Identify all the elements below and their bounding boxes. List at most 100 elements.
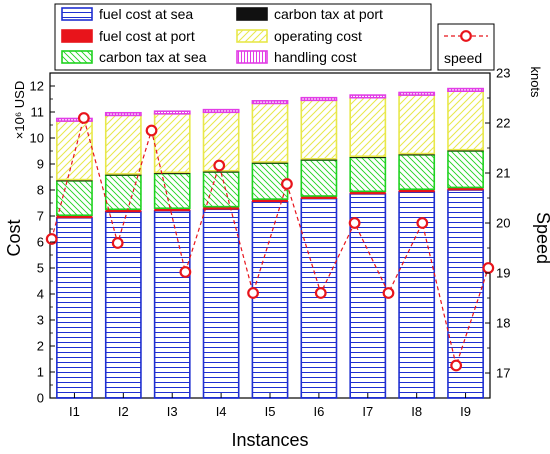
bar-operating-cost-i5 <box>251 102 289 163</box>
bar-carbon-tax-at-sea-i4 <box>202 171 240 208</box>
x-tick-label-i3: I3 <box>167 404 178 419</box>
x-tick-label-i2: I2 <box>118 404 129 419</box>
y-tick-label: 2 <box>37 339 44 354</box>
legend-label-fuel-cost-at-port: fuel cost at port <box>99 28 195 44</box>
y-axis-title: Cost <box>4 219 24 256</box>
bar-fuel-cost-at-sea-i1 <box>56 217 93 399</box>
bar-operating-cost-i7 <box>349 96 387 157</box>
legend: fuel cost at sea carbon tax at port fuel c… <box>54 3 432 71</box>
speed-point-14 <box>482 262 495 274</box>
speed-point-8 <box>281 178 293 190</box>
speed-point-9 <box>314 287 327 299</box>
bar-operating-cost-i8 <box>398 94 436 155</box>
right-axis-ticks: 17 18 19 20 21 22 23 <box>485 66 510 399</box>
bar-carbon-tax-at-sea-i6 <box>300 159 338 197</box>
bar-carbon-tax-at-sea-i2 <box>104 174 142 211</box>
x-axis-title: Instances <box>231 430 308 450</box>
legend-label-carbon-tax-at-sea: carbon tax at sea <box>99 49 207 65</box>
y2-tick-label: 19 <box>496 266 510 281</box>
y-tick-label: 10 <box>30 131 44 146</box>
y2-tick-label: 18 <box>496 316 510 331</box>
bar-carbon-tax-at-sea-i9 <box>447 150 484 189</box>
y2-tick-label: 17 <box>496 366 510 381</box>
speed-legend-marker <box>460 30 472 42</box>
bar-fuel-cost-at-sea-i5 <box>251 200 289 399</box>
y2-axis-unit: knots <box>528 66 543 98</box>
bar-handling-cost-i7 <box>349 94 387 99</box>
speed-point-3 <box>111 237 124 249</box>
speed-line-path <box>51 115 489 368</box>
y-tick-label: 0 <box>37 391 44 406</box>
bar-operating-cost-i2 <box>104 114 142 175</box>
bar-stacks <box>56 87 484 399</box>
legend-swatch-fuel-cost-at-port <box>61 29 93 43</box>
x-tick-label-i4: I4 <box>216 404 227 419</box>
speed-line-series <box>45 112 495 372</box>
x-tick-label-i8: I8 <box>411 404 422 419</box>
speed-point-10 <box>348 217 361 229</box>
bar-fuel-cost-at-sea-i3 <box>153 210 191 399</box>
speed-point-1 <box>45 233 58 245</box>
x-tick-label-i7: I7 <box>362 404 373 419</box>
y-tick-label: 6 <box>37 235 44 250</box>
bar-fuel-cost-at-sea-i4 <box>202 208 240 399</box>
y2-tick-label: 23 <box>496 66 510 81</box>
legend-label-carbon-tax-at-port: carbon tax at port <box>274 6 383 22</box>
legend-label-fuel-cost-at-sea: fuel cost at sea <box>99 6 193 22</box>
y2-tick-label: 21 <box>496 166 510 181</box>
y-tick-label: 5 <box>37 261 44 276</box>
bar-operating-cost-i9 <box>447 90 484 151</box>
speed-point-6 <box>213 159 226 172</box>
y2-axis-title: Speed <box>533 212 550 264</box>
bar-handling-cost-i9 <box>447 87 484 92</box>
bar-fuel-cost-at-sea-i2 <box>104 211 142 399</box>
legend-swatch-fuel-cost-at-sea <box>61 7 93 21</box>
y-tick-label: 8 <box>37 183 44 198</box>
x-axis-ticks: I1 I2 I3 I4 I5 I6 I7 I8 I9 <box>69 393 471 419</box>
legend-swatch-operating-cost <box>236 29 268 43</box>
speed-point-7 <box>247 287 259 299</box>
bar-carbon-tax-at-sea-i7 <box>349 156 387 193</box>
legend-swatch-carbon-tax-at-port <box>236 7 268 21</box>
speed-point-13 <box>450 359 463 372</box>
y-tick-label: 1 <box>37 365 44 380</box>
legend-label-handling-cost: handling cost <box>274 49 357 65</box>
x-tick-label-i6: I6 <box>313 404 324 419</box>
y-tick-label: 7 <box>37 209 44 224</box>
legend-swatch-handling-cost <box>236 50 268 64</box>
bar-operating-cost-i3 <box>153 113 191 174</box>
bar-carbon-tax-at-sea-i8 <box>398 154 436 191</box>
x-tick-label-i9: I9 <box>460 404 471 419</box>
bar-handling-cost-i4 <box>202 108 240 114</box>
y2-tick-label: 20 <box>496 216 510 231</box>
bar-handling-cost-i1 <box>56 117 93 122</box>
y-axis-unit: ×10⁶ USD <box>12 81 27 139</box>
speed-legend-label: speed <box>444 50 482 66</box>
speed-point-5 <box>179 266 192 278</box>
x-tick-label-i5: I5 <box>265 404 276 419</box>
bar-carbon-tax-at-sea-i5 <box>251 162 289 200</box>
y-tick-label: 12 <box>30 79 44 94</box>
y2-tick-label: 22 <box>496 116 510 131</box>
y-tick-label: 3 <box>37 313 44 328</box>
speed-point-12 <box>416 217 429 229</box>
y-tick-label: 11 <box>31 105 45 120</box>
bar-handling-cost-i5 <box>251 100 289 105</box>
bar-operating-cost-i1 <box>56 120 93 181</box>
bar-handling-cost-i6 <box>300 96 338 102</box>
speed-point-4 <box>145 124 158 137</box>
speed-legend: speed <box>437 23 495 71</box>
y-tick-label: 4 <box>37 287 44 302</box>
bar-handling-cost-i8 <box>398 91 436 96</box>
y-tick-label: 9 <box>37 157 44 172</box>
x-tick-label-i1: I1 <box>69 404 80 419</box>
speed-point-11 <box>382 287 395 299</box>
bar-carbon-tax-at-sea-i3 <box>153 172 191 209</box>
legend-swatch-carbon-tax-at-sea <box>61 50 93 64</box>
bar-handling-cost-i3 <box>153 110 191 115</box>
legend-label-operating-cost: operating cost <box>274 28 362 44</box>
speed-point-2 <box>77 112 90 124</box>
bar-operating-cost-i6 <box>300 99 338 160</box>
